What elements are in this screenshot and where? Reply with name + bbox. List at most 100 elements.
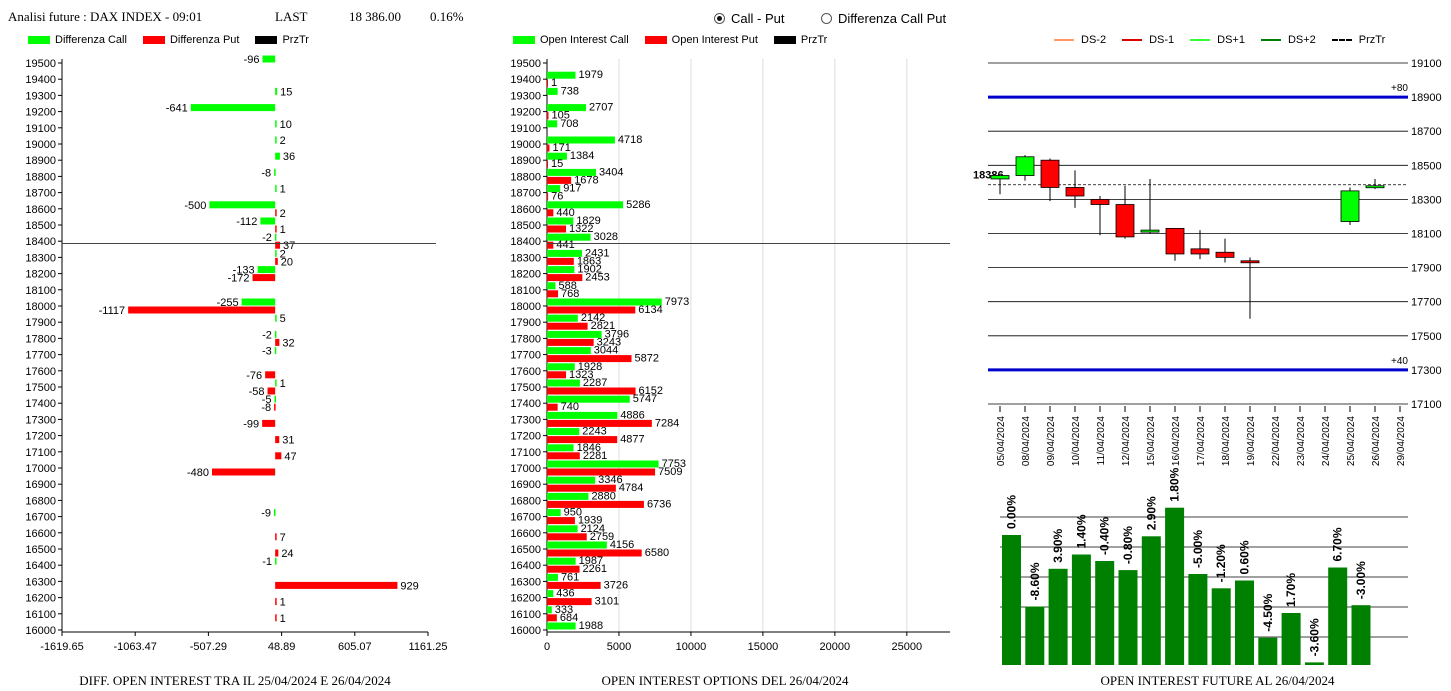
x-tick-label: 29/04/2024 (1396, 416, 1407, 466)
bar (275, 225, 277, 233)
bar (547, 428, 580, 436)
data-label: 2759 (590, 531, 614, 543)
y-tick-label: 18700 (25, 188, 56, 200)
data-label: 1988 (579, 620, 603, 632)
y-tick-label: 17800 (510, 333, 541, 345)
candle-body (1190, 248, 1210, 255)
bar (1118, 570, 1138, 665)
radio-diff-call-put[interactable]: Differenza Call Put (821, 11, 946, 26)
x-tick-label: 48.89 (268, 641, 296, 653)
candle-body (1015, 156, 1035, 176)
bar (547, 436, 618, 444)
bar (275, 598, 277, 606)
y-tick-label: 17500 (25, 382, 56, 394)
data-label: 1.40% (1074, 514, 1088, 548)
data-label: 917 (563, 183, 581, 195)
candle-body (1115, 204, 1135, 238)
bar (547, 338, 594, 346)
data-label: 761 (561, 571, 579, 583)
candle-body (1240, 260, 1260, 264)
data-label: 738 (561, 85, 579, 97)
data-label: 1 (280, 224, 286, 236)
bar (547, 509, 561, 517)
bar (267, 387, 276, 395)
candle-body (1165, 227, 1185, 255)
data-label: 1979 (578, 69, 602, 81)
bar (547, 176, 572, 184)
data-label: 0.00% (1005, 495, 1019, 529)
candle-body (1090, 198, 1110, 205)
data-label: 5 (280, 313, 286, 325)
bar (547, 363, 575, 371)
legend-ds+1: DS+1 (1217, 34, 1245, 46)
bar (1328, 567, 1348, 665)
bar (547, 565, 580, 573)
bar (257, 266, 276, 274)
legend-oi: Open Interest Call Open Interest Put Prz… (513, 34, 843, 46)
bar (1095, 561, 1115, 665)
data-label: 36 (283, 151, 295, 163)
y-tick-label: 16200 (25, 593, 56, 605)
data-label: -5.00% (1191, 530, 1205, 568)
y-tick-label: 19100 (25, 123, 56, 135)
caption-future: OPEN INTEREST FUTURE AL 26/04/2024 (1100, 673, 1335, 688)
bar (275, 533, 277, 541)
data-label: 15 (551, 158, 563, 170)
data-label: 2 (280, 135, 286, 147)
y-tick-label: 16900 (25, 479, 56, 491)
last-value: 18 386.00 (349, 9, 401, 24)
bar (547, 476, 596, 484)
data-label: 5286 (626, 199, 650, 211)
bar (274, 168, 276, 176)
legend-swatch-black (773, 36, 796, 44)
bar (547, 160, 548, 168)
x-tick-label: 20000 (820, 641, 851, 653)
data-label: 1322 (569, 223, 593, 235)
legend-line-ds+1 (1190, 39, 1211, 41)
caption-oi: OPEN INTEREST OPTIONS DEL 26/04/2024 (601, 673, 849, 688)
radio-diff-label: Differenza Call Put (838, 11, 947, 26)
data-label: 6152 (639, 385, 663, 397)
data-label: 7 (280, 532, 286, 544)
data-label: -96 (244, 54, 260, 66)
bar (275, 436, 280, 444)
bar (547, 533, 587, 541)
data-label: 2707 (589, 102, 613, 114)
y-tick-label: 18100 (1411, 229, 1442, 241)
y-tick-label: 19400 (510, 74, 541, 86)
y-tick-label: 17400 (25, 398, 56, 410)
bar (1002, 535, 1021, 665)
x-tick-label: 17/04/2024 (1196, 416, 1207, 466)
data-label: 1678 (574, 174, 598, 186)
bar (275, 452, 282, 460)
bar (547, 403, 558, 411)
candle-body (1040, 159, 1060, 188)
legend-swatch-green (513, 36, 535, 44)
data-label: 3101 (595, 596, 619, 608)
y-tick-label: 18400 (510, 236, 541, 248)
data-label: 4784 (619, 482, 643, 494)
data-label: 2124 (581, 523, 605, 535)
bar (1351, 605, 1371, 665)
data-label: 768 (561, 288, 579, 300)
y-tick-label: 16500 (25, 544, 56, 556)
data-label: 7509 (658, 466, 682, 478)
bar (547, 185, 561, 193)
bar (275, 87, 278, 95)
data-label: -1117 (99, 305, 126, 317)
y-tick-label: 17100 (1411, 399, 1442, 411)
data-label: 4877 (620, 434, 644, 446)
x-tick-label: -1619.65 (40, 641, 83, 653)
bar (274, 403, 276, 411)
data-label: 708 (560, 118, 578, 130)
data-label: 440 (556, 207, 574, 219)
legend-diff-put: Differenza Put (169, 34, 240, 46)
candle-body (1365, 185, 1385, 189)
bar (275, 338, 280, 346)
data-label: 3044 (594, 345, 618, 357)
radio-call-put[interactable]: Call - Put (714, 11, 784, 26)
y-tick-label: 17400 (510, 398, 541, 410)
data-label: 436 (556, 588, 574, 600)
data-label: 3243 (597, 336, 621, 348)
